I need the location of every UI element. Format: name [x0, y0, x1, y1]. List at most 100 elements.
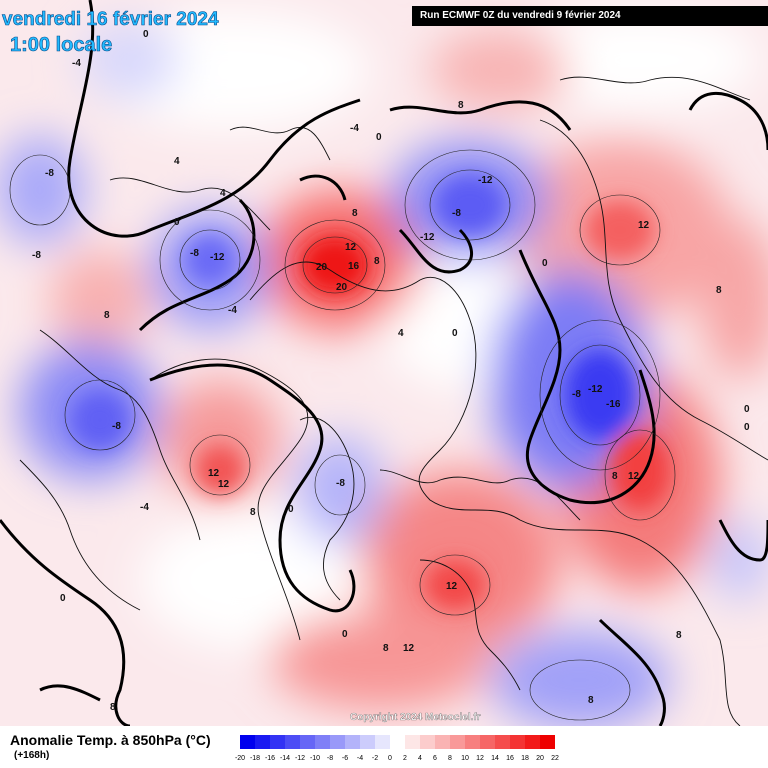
contour-label: 0 [744, 404, 750, 415]
legend-swatch [345, 735, 360, 749]
legend-swatch [390, 735, 405, 749]
legend-tick-label: 18 [521, 755, 529, 762]
legend-tick-label: -12 [295, 755, 305, 762]
contour-label: -4 [140, 502, 149, 513]
temperature-anomaly-map: -8 -8 -4 -12 -8 -12 -8 -12 -12 -16 -8 -8… [0, 0, 768, 726]
color-scale-legend: -20 -18 -16 -14 -12 -10 -8 -6 -4 -2 0 2 4 6 8 10 12 14 16 1… [235, 735, 559, 762]
legend-tick-label: -4 [357, 755, 363, 762]
contour-labels: -8 -8 -4 -12 -8 -12 -8 -12 -12 -16 -8 -8… [32, 29, 750, 713]
contour-label: 0 [174, 217, 180, 228]
legend-tick-label: -16 [265, 755, 275, 762]
contour-label: 16 [348, 261, 360, 272]
contour-label: -8 [572, 389, 581, 400]
contour-label: 12 [403, 643, 415, 654]
legend-tick-label: 8 [448, 755, 452, 762]
zero-contours [0, 0, 768, 726]
legend-swatch [240, 735, 255, 749]
contour-label: 8 [383, 643, 389, 654]
contour-label: -8 [32, 250, 41, 261]
contour-label: -4 [350, 123, 359, 134]
anomaly-cores [70, 175, 670, 610]
contour-label: 0 [376, 132, 382, 143]
contour-label: 8 [374, 256, 380, 267]
legend-swatch [330, 735, 345, 749]
contour-label: 0 [542, 258, 548, 269]
copyright-notice: Copyright 2024 Meteociel.fr [350, 712, 481, 723]
legend-tick-label: 12 [476, 755, 484, 762]
model-run-info: Run ECMWF 0Z du vendredi 9 février 2024 [412, 6, 768, 26]
legend-swatch [495, 735, 510, 749]
legend-tick-label: -10 [310, 755, 320, 762]
legend-swatch [525, 735, 540, 749]
contour-label: 0 [60, 593, 66, 604]
contour-label: 12 [446, 581, 458, 592]
contour-label: -12 [420, 232, 435, 243]
forecast-lead-time: (+168h) [14, 750, 50, 761]
coastlines [19, 76, 768, 726]
legend-tick-label: 2 [403, 755, 407, 762]
contour-label: 12 [638, 220, 650, 231]
contour-label: 8 [588, 695, 594, 706]
contour-label: -8 [336, 478, 345, 489]
legend-swatch [450, 735, 465, 749]
contour-label: 12 [208, 468, 220, 479]
contour-label: 8 [458, 100, 464, 111]
legend-swatch [255, 735, 270, 749]
legend-tick-label: 0 [388, 755, 392, 762]
legend-swatch [480, 735, 495, 749]
contour-label: 0 [288, 504, 294, 515]
isotherm-contours [9, 149, 676, 721]
contour-label: -4 [72, 58, 81, 69]
legend-swatch [435, 735, 450, 749]
legend-swatch [465, 735, 480, 749]
contour-label: -8 [452, 208, 461, 219]
forecast-date: vendredi 16 février 2024 [2, 9, 219, 30]
contour-label: 8 [104, 310, 110, 321]
forecast-time: 1:00 locale [10, 34, 113, 57]
legend-swatch [375, 735, 390, 749]
contour-label: -8 [190, 248, 199, 259]
legend-tick-label: 4 [418, 755, 422, 762]
contour-label: -8 [45, 168, 54, 179]
legend-tick-label: -6 [342, 755, 348, 762]
legend-tick-label: 22 [551, 755, 559, 762]
legend-swatch [510, 735, 525, 749]
contour-label: -12 [210, 252, 225, 263]
legend-tick-label: -18 [250, 755, 260, 762]
map-title: Anomalie Temp. à 850hPa (°C) [10, 732, 211, 748]
legend-tick-label: -2 [372, 755, 378, 762]
legend-swatch [285, 735, 300, 749]
contour-label: 12 [628, 471, 640, 482]
contour-label: -8 [112, 421, 121, 432]
contour-label: 4 [220, 188, 226, 199]
legend-swatch [315, 735, 330, 749]
contour-label: 8 [716, 285, 722, 296]
legend-swatch [405, 735, 420, 749]
legend-swatch [360, 735, 375, 749]
legend-tick-label: 20 [536, 755, 544, 762]
contour-label: 8 [110, 702, 116, 713]
legend-tick-label: 16 [506, 755, 514, 762]
contour-label: 8 [676, 630, 682, 641]
contour-label: 4 [398, 328, 404, 339]
legend-swatch [420, 735, 435, 749]
legend-swatch [300, 735, 315, 749]
contour-label: 12 [345, 242, 357, 253]
legend-tick-label: 6 [433, 755, 437, 762]
contour-label: 4 [174, 156, 180, 167]
legend-tick-label: -8 [327, 755, 333, 762]
legend-tick-label: 14 [491, 755, 499, 762]
legend-swatch [540, 735, 555, 749]
contour-label: 8 [612, 471, 618, 482]
contour-label: 20 [316, 262, 328, 273]
contour-label: -4 [228, 305, 237, 316]
contour-label: -12 [588, 384, 603, 395]
contour-label: 0 [452, 328, 458, 339]
contour-label: -16 [606, 399, 621, 410]
contour-label: 12 [218, 479, 230, 490]
contour-label: 0 [143, 29, 149, 40]
legend-tick-label: -14 [280, 755, 290, 762]
legend-swatch [270, 735, 285, 749]
legend-tick-label: -20 [235, 755, 245, 762]
legend-tick-label: 10 [461, 755, 469, 762]
